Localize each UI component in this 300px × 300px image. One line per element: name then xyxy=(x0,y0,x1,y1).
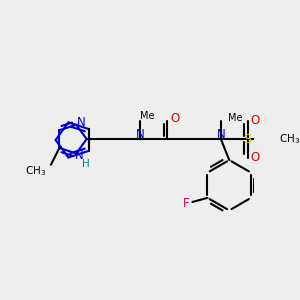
Text: F: F xyxy=(183,197,190,210)
Text: O: O xyxy=(170,112,179,125)
Text: Me: Me xyxy=(140,111,154,122)
Text: N: N xyxy=(217,128,225,141)
Text: O: O xyxy=(250,114,260,127)
Text: CH$_3$: CH$_3$ xyxy=(279,132,300,146)
Text: S: S xyxy=(244,133,252,146)
Text: CH$_3$: CH$_3$ xyxy=(25,165,46,178)
Text: N: N xyxy=(136,128,145,141)
Text: H: H xyxy=(82,158,90,169)
Text: N: N xyxy=(77,116,85,129)
Text: O: O xyxy=(250,151,260,164)
Text: N: N xyxy=(75,149,84,163)
Text: Me: Me xyxy=(228,113,242,123)
